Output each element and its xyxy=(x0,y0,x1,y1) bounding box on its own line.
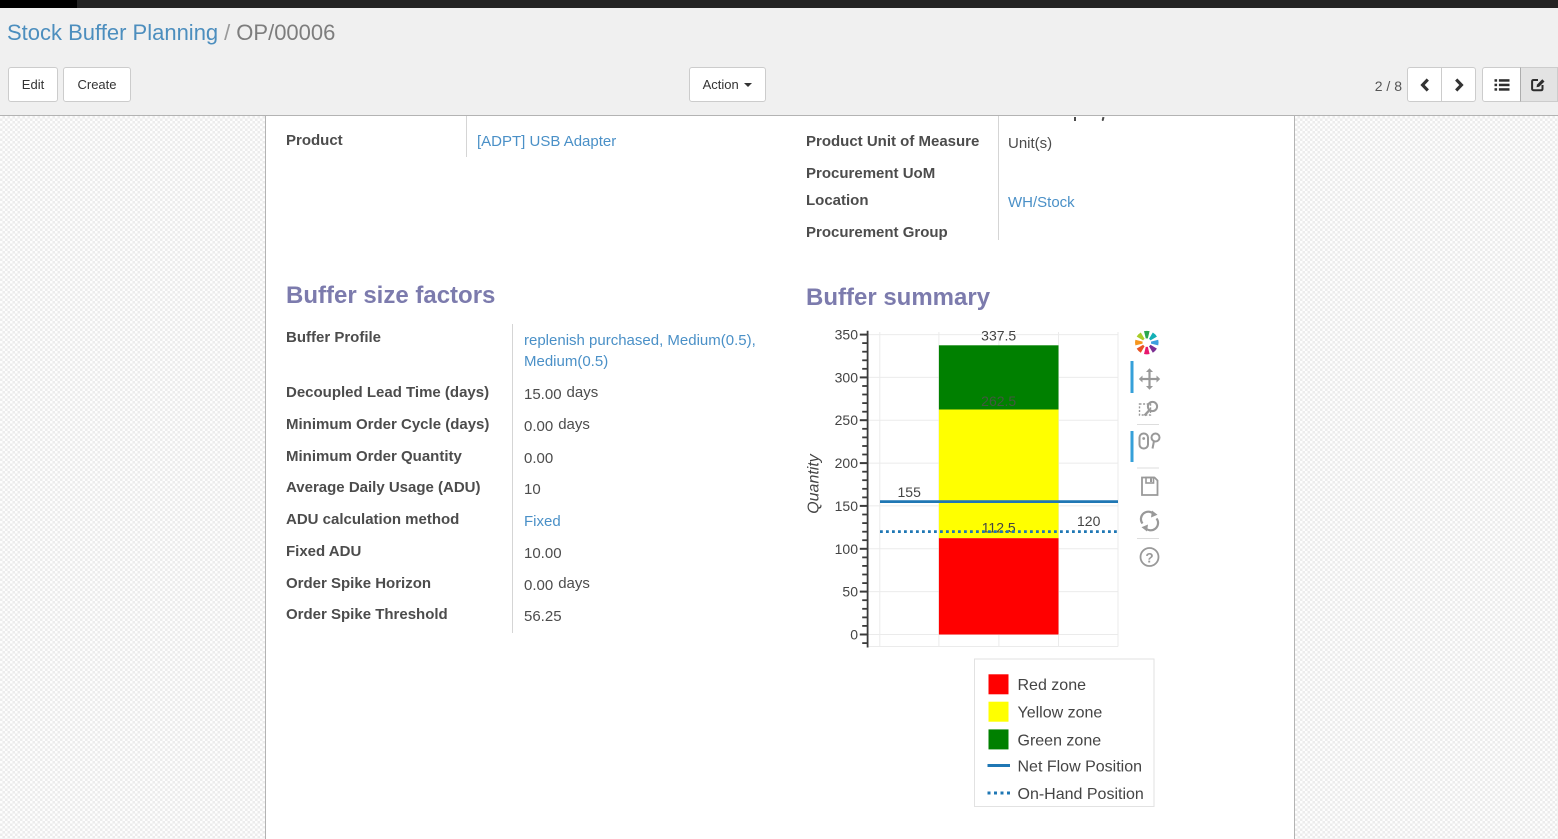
svg-text:350: 350 xyxy=(835,327,859,343)
svg-text:112.5: 112.5 xyxy=(982,520,1016,536)
svg-text:Quantity: Quantity xyxy=(806,453,823,514)
svg-text:0: 0 xyxy=(850,627,858,643)
svg-text:?: ? xyxy=(1145,551,1153,566)
svg-text:100: 100 xyxy=(835,541,859,557)
svg-text:50: 50 xyxy=(842,584,858,600)
svg-text:Green zone: Green zone xyxy=(1018,732,1102,749)
svg-text:150: 150 xyxy=(835,498,859,514)
svg-text:200: 200 xyxy=(835,455,859,471)
svg-text:262.5: 262.5 xyxy=(981,393,1016,409)
svg-text:Net Flow Position: Net Flow Position xyxy=(1018,759,1143,776)
svg-text:Red zone: Red zone xyxy=(1018,677,1087,694)
svg-text:155: 155 xyxy=(898,484,922,500)
svg-text:250: 250 xyxy=(835,412,859,428)
svg-text:On-Hand Position: On-Hand Position xyxy=(1018,786,1144,803)
svg-text:120: 120 xyxy=(1077,513,1101,529)
svg-text:300: 300 xyxy=(835,369,859,385)
svg-text:Yellow zone: Yellow zone xyxy=(1018,705,1103,722)
svg-text:337.5: 337.5 xyxy=(981,327,1016,343)
